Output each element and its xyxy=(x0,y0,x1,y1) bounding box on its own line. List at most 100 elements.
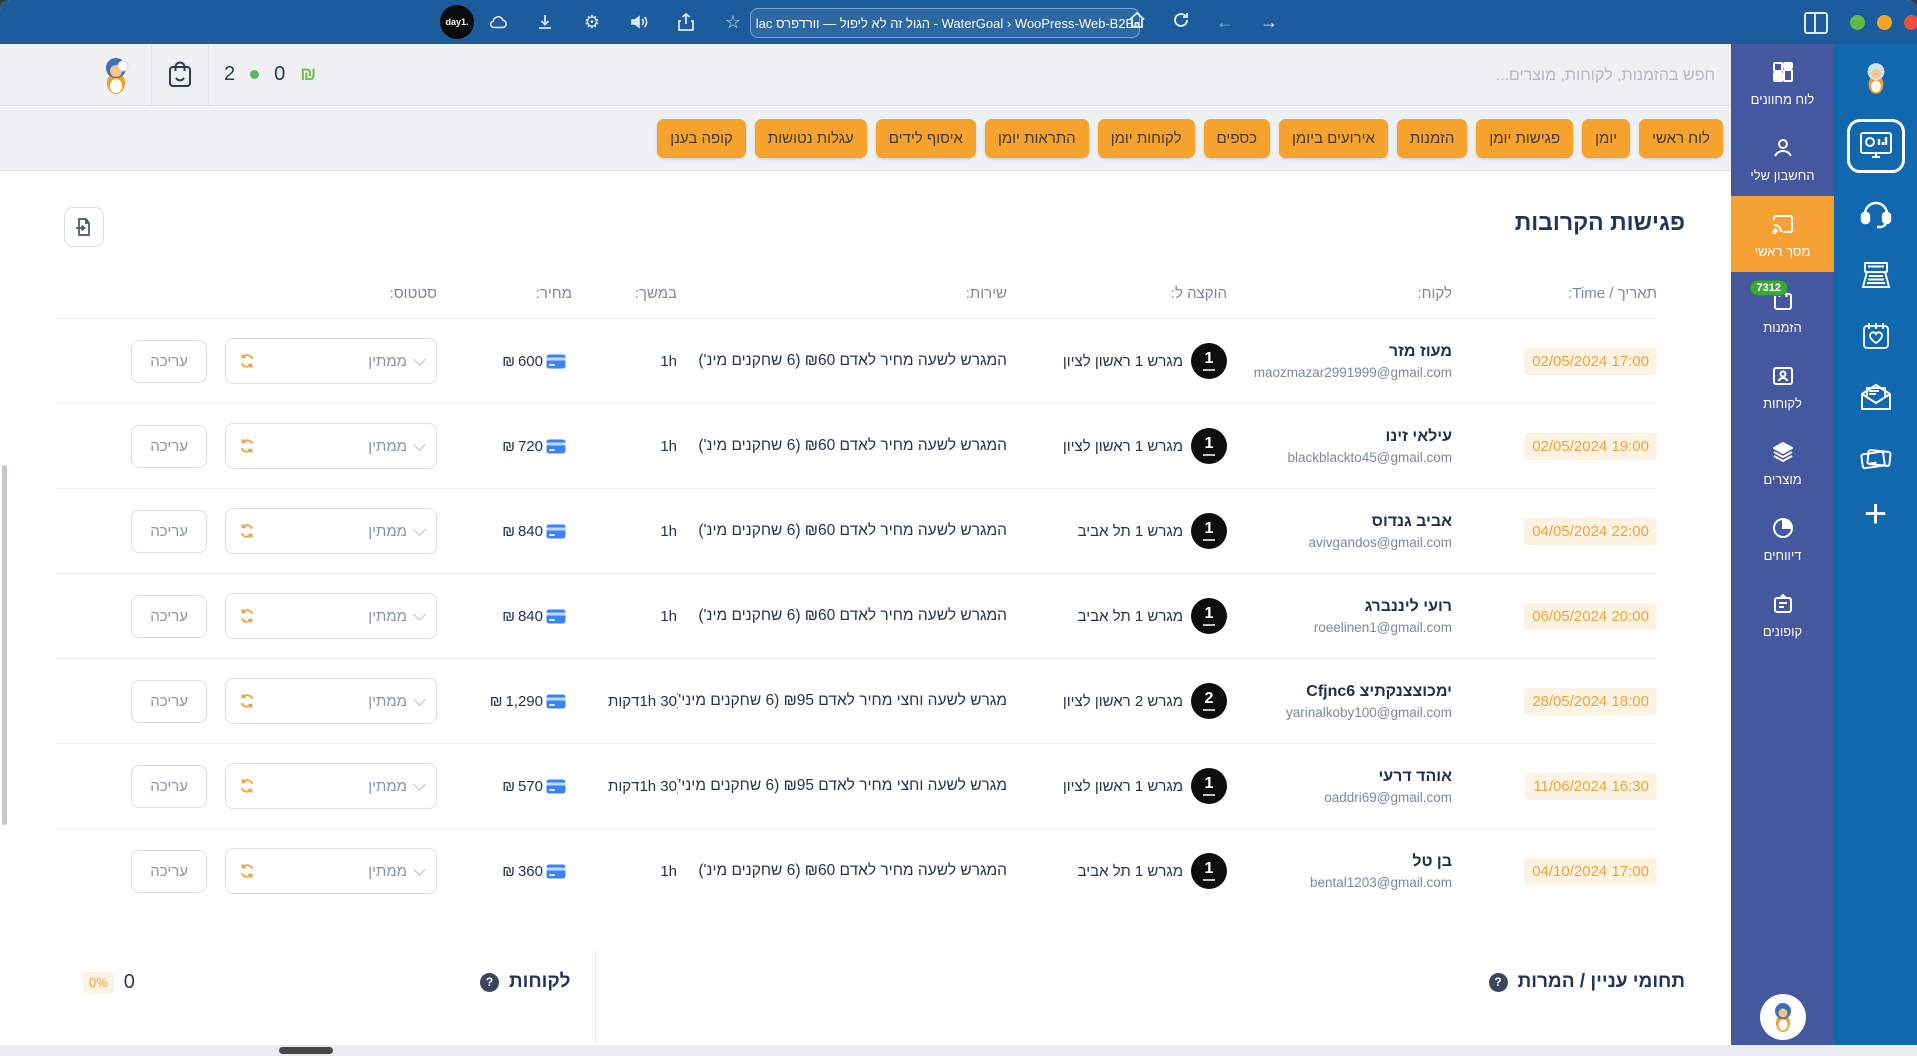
zoom-light[interactable] xyxy=(1850,15,1865,30)
sync-icon[interactable] xyxy=(238,777,256,795)
forward-arrow-icon[interactable]: → xyxy=(1260,11,1278,32)
sidebar-item-reports[interactable]: דיווחים xyxy=(1731,500,1834,576)
percent-badge: 0% xyxy=(83,972,114,993)
window-controls[interactable] xyxy=(1850,15,1917,30)
service-cell: המגרש לשעה מחיר לאדם ₪60 (6 שחקנים מינ') xyxy=(698,607,1007,624)
sidebar-item-products[interactable]: מוצרים xyxy=(1731,424,1834,500)
tab-calendar-customers[interactable]: לקוחות יומן xyxy=(1097,118,1195,158)
customer-cell: ימכוצצנקתיצ Cfjnc6 yarinalkoby100@gmail.c… xyxy=(1227,683,1452,720)
meeting-date-cell: 17:00 02/05/2024 xyxy=(1452,347,1657,375)
sync-icon[interactable] xyxy=(238,862,256,880)
col-duration: במשך: xyxy=(634,285,677,302)
price-currency: ₪ xyxy=(502,607,515,625)
tab-abandoned-carts[interactable]: עגלות נטושות xyxy=(754,118,867,158)
scrollbar-thumb[interactable] xyxy=(279,1047,333,1054)
mail-envelope-icon[interactable] xyxy=(1854,377,1898,417)
sidebar-item-dashboard[interactable]: לוח מחוונים xyxy=(1731,44,1834,120)
tab-calendar-meetings[interactable]: פגישות יומן xyxy=(1476,118,1574,158)
tab-calendar-alerts[interactable]: התראות יומן xyxy=(984,118,1089,158)
tab-lead-collection[interactable]: איסוף לידים xyxy=(875,118,976,158)
home-icon[interactable] xyxy=(1128,11,1146,34)
price-cell: 720 ₪ xyxy=(437,438,572,455)
search-input[interactable] xyxy=(1073,44,1717,107)
help-icon[interactable]: ? xyxy=(480,972,499,992)
meeting-date-cell: 17:00 04/10/2024 xyxy=(1452,857,1657,885)
customer-name: בן טל xyxy=(1412,852,1452,870)
status-select[interactable]: ממתין xyxy=(225,848,437,894)
edit-button[interactable]: עריכה xyxy=(131,849,207,893)
status-select[interactable]: ממתין xyxy=(225,338,437,384)
cash-register-icon[interactable] xyxy=(1854,255,1898,295)
tab-calendar[interactable]: יומן xyxy=(1582,118,1631,158)
sync-icon[interactable] xyxy=(238,692,256,710)
side-panel-icon[interactable] xyxy=(1804,12,1828,34)
customer-email: oaddri69@gmail.com xyxy=(1324,789,1452,805)
status-select[interactable]: ממתין xyxy=(225,593,437,639)
sync-icon[interactable] xyxy=(238,352,256,370)
status-select[interactable]: ממתין xyxy=(225,763,437,809)
tab-orders[interactable]: הזמנות xyxy=(1396,118,1468,158)
volume-icon[interactable] xyxy=(629,12,649,32)
customer-email: roeelinen1@gmail.com xyxy=(1313,619,1452,635)
tab-calendar-events[interactable]: אירועים ביומן xyxy=(1279,118,1388,158)
help-icon[interactable]: ? xyxy=(1488,972,1508,992)
minimize-light[interactable] xyxy=(1877,15,1892,30)
sidebar-item-my-account[interactable]: החשבון שלי xyxy=(1731,120,1834,196)
meeting-date-cell: 16:30 11/06/2024 xyxy=(1452,772,1657,800)
sidebar-item-customers[interactable]: לקוחות xyxy=(1731,348,1834,424)
share-icon[interactable] xyxy=(676,12,696,32)
reload-icon[interactable] xyxy=(1172,11,1190,34)
calendar-heart-icon[interactable] xyxy=(1854,316,1898,356)
edit-button[interactable]: עריכה xyxy=(131,764,207,808)
tab-cloud-pos[interactable]: קופה בענן xyxy=(657,118,746,158)
sidebar-item-coupons[interactable]: קופונים xyxy=(1731,576,1834,652)
sidebar-item-orders[interactable]: 7312 הזמנות xyxy=(1731,272,1834,348)
status-dot xyxy=(250,70,260,79)
orders-bag-icon[interactable] xyxy=(167,61,193,89)
edit-button[interactable]: עריכה xyxy=(131,594,207,638)
col-customer: לקוח: xyxy=(1417,285,1452,302)
status-select[interactable]: ממתין xyxy=(225,423,437,469)
bookmark-star-icon[interactable]: ☆ xyxy=(724,11,742,32)
sync-icon[interactable] xyxy=(238,437,256,455)
customer-email: maozmazar2991999@gmail.com xyxy=(1253,364,1452,380)
assigned-cell: 1 מגרש 1 ראשון לציון xyxy=(1007,428,1227,464)
mascot-app-icon[interactable] xyxy=(1854,58,1898,98)
edit-button[interactable]: עריכה xyxy=(131,679,207,723)
address-bar[interactable]: WaterGoal › WooPress-Web-B2B - הגול זה ל… xyxy=(750,8,1140,38)
stats-footer: תחומי עניין / המרות ? לקוחות ? 0% 0 xyxy=(0,949,1731,1056)
edit-button[interactable]: עריכה xyxy=(131,509,207,553)
add-app-plus-icon[interactable]: + xyxy=(1863,492,1888,536)
download-icon[interactable] xyxy=(535,12,555,32)
status-select[interactable]: ממתין xyxy=(225,678,437,724)
vertical-scrollbar[interactable] xyxy=(2,465,7,825)
credit-card-icon xyxy=(546,439,566,453)
tab-main-board[interactable]: לוח ראשי xyxy=(1639,118,1723,158)
export-button[interactable] xyxy=(64,207,104,247)
credit-cards-icon[interactable] xyxy=(1854,438,1898,478)
edit-button[interactable]: עריכה xyxy=(131,424,207,468)
edit-cell: עריכה xyxy=(55,679,207,723)
settings-gear-icon[interactable]: ⚙ xyxy=(583,11,601,32)
court-name: מגרש 1 ראשון לציון xyxy=(1062,437,1183,455)
tab-finances[interactable]: כספים xyxy=(1203,118,1271,158)
close-light[interactable] xyxy=(1904,15,1917,30)
status-select[interactable]: ממתין xyxy=(225,508,437,554)
user-mascot-avatar[interactable] xyxy=(1759,994,1806,1040)
table-row: 20:00 06/05/2024 רועי ליננברג roeelinen1@… xyxy=(55,573,1657,658)
bottom-scrollbar[interactable] xyxy=(0,1045,1917,1056)
support-headset-icon[interactable] xyxy=(1854,194,1898,234)
status-cell: ממתין xyxy=(207,763,437,809)
dashboard-monitor-icon[interactable] xyxy=(1846,119,1905,173)
table-row: 17:00 02/05/2024 מעוז מזר maozmazar299199… xyxy=(55,318,1657,403)
customer-name: אוהד דרעי xyxy=(1378,767,1452,785)
cloud-icon[interactable] xyxy=(488,12,508,32)
back-arrow-icon[interactable]: ← xyxy=(1216,11,1234,32)
sync-icon[interactable] xyxy=(238,522,256,540)
sidebar-item-main-screen[interactable]: מסך ראשי xyxy=(1731,196,1834,272)
browser-profile-avatar[interactable]: day1. xyxy=(440,5,474,39)
chevron-down-icon xyxy=(413,522,426,536)
sync-icon[interactable] xyxy=(238,607,256,625)
edit-button[interactable]: עריכה xyxy=(131,339,207,383)
price-currency: ₪ xyxy=(502,437,515,455)
